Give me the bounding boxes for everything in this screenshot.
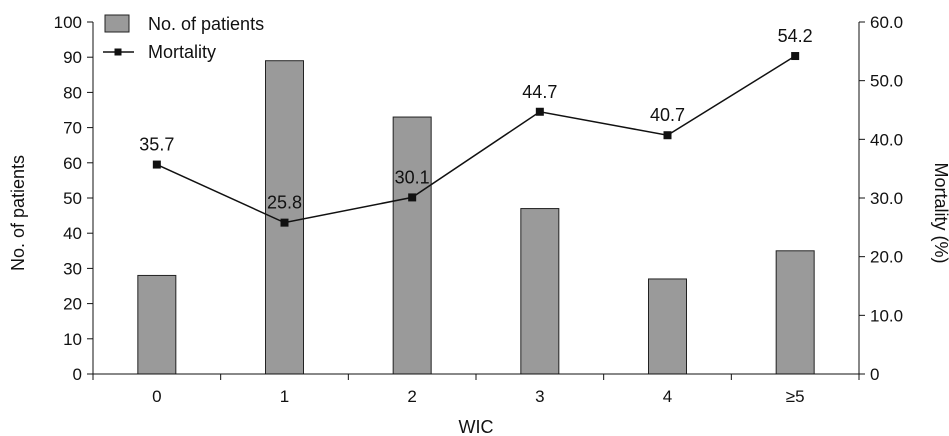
bar-patients <box>648 278 687 375</box>
left-tick-label: 20 <box>63 295 82 314</box>
x-tick-label: 3 <box>535 387 544 406</box>
legend-label-patients: No. of patients <box>148 14 264 34</box>
left-tick-label: 100 <box>54 13 82 32</box>
mortality-point <box>152 160 161 169</box>
right-tick-label: 50.0 <box>870 72 903 91</box>
x-tick-label: ≥5 <box>786 387 805 406</box>
left-tick-label: 90 <box>63 48 82 67</box>
bar-patients <box>775 250 815 375</box>
left-tick-label: 30 <box>63 259 82 278</box>
left-tick-label: 10 <box>63 330 82 349</box>
mortality-data-label: 35.7 <box>139 135 174 155</box>
legend-marker-swatch <box>114 48 122 56</box>
x-tick-label: 1 <box>280 387 289 406</box>
left-tick-label: 0 <box>73 365 82 384</box>
mortality-point <box>535 107 544 116</box>
x-tick-label: 4 <box>663 387 672 406</box>
x-tick-label: 0 <box>152 387 161 406</box>
mortality-data-label: 30.1 <box>395 167 430 187</box>
left-axis-title: No. of patients <box>8 155 28 271</box>
left-tick-label: 80 <box>63 83 82 102</box>
mortality-data-label: 54.2 <box>778 26 813 46</box>
right-tick-label: 30.0 <box>870 189 903 208</box>
bars-group <box>137 60 815 375</box>
bar-patients <box>392 116 432 375</box>
left-tick-label: 50 <box>63 189 82 208</box>
mortality-line <box>156 55 796 224</box>
mortality-point <box>663 131 672 140</box>
bar-patients <box>520 208 560 375</box>
mortality-data-label: 25.8 <box>267 193 302 213</box>
bar-patients <box>137 274 177 375</box>
mortality-point <box>791 52 800 61</box>
legend-label-mortality: Mortality <box>148 42 216 62</box>
mortality-data-label: 40.7 <box>650 105 685 125</box>
mortality-point <box>280 218 289 227</box>
line-group: 35.7 25.8 30.1 44.7 40.7 54.2 <box>139 26 813 227</box>
legend-bar-swatch <box>104 14 130 33</box>
right-tick-label: 0 <box>870 365 879 384</box>
left-tick-label: 70 <box>63 119 82 138</box>
axes-group: 0102030405060708090100010.020.030.040.05… <box>54 13 903 406</box>
mortality-data-label: 44.7 <box>522 82 557 102</box>
legend: No. of patients Mortality <box>103 14 264 62</box>
right-tick-label: 20.0 <box>870 248 903 267</box>
left-tick-label: 40 <box>63 224 82 243</box>
x-tick-label: 2 <box>407 387 416 406</box>
x-axis-title: WIC <box>459 417 494 436</box>
right-tick-label: 10.0 <box>870 306 903 325</box>
right-tick-label: 40.0 <box>870 130 903 149</box>
left-tick-label: 60 <box>63 154 82 173</box>
right-axis-title: Mortality (%) <box>931 162 949 263</box>
right-tick-label: 60.0 <box>870 13 903 32</box>
mortality-point <box>408 193 417 202</box>
